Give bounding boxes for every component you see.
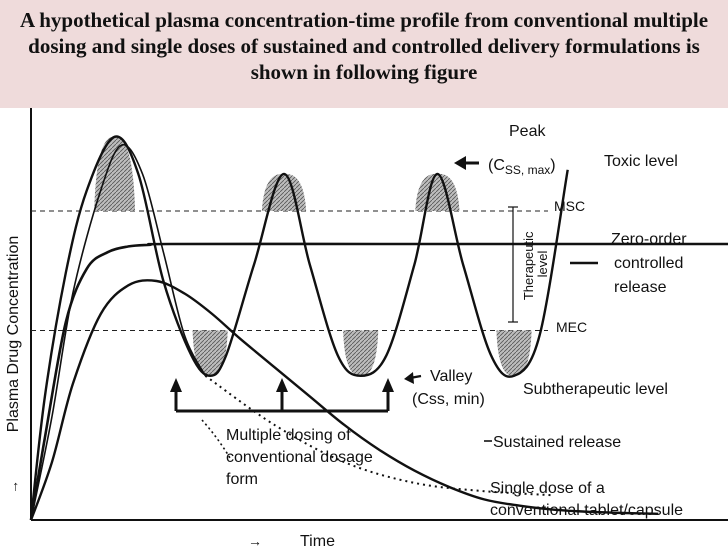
multiple-dosing-curve [29, 135, 569, 521]
valley-arrow [404, 372, 422, 384]
zero-order-label: Zero-order controlled release [611, 231, 691, 296]
mec-label: MEC [556, 319, 587, 335]
x-axis-arrow: → [248, 533, 262, 546]
toxic-level-label: Toxic level [604, 153, 678, 170]
slide-title: A hypothetical plasma concentration-time… [19, 8, 709, 84]
shaded-regions [94, 136, 532, 376]
single-dose-label: Single dose of a conventional tablet/cap… [490, 480, 683, 519]
sustained-release-label: Sustained release [493, 434, 621, 451]
single-dose-tail-dotted [204, 374, 554, 497]
css-min-label: (Css, min) [412, 391, 485, 408]
css-max-label: (CSS, max) [488, 157, 556, 177]
peak-arrow [454, 156, 479, 170]
subtherapeutic-shade-2 [343, 330, 379, 376]
therapeutic-level-label: Therapeutic level [521, 228, 550, 300]
valley-bracket [170, 378, 394, 413]
concentration-time-chart: Peak (CSS, max) Toxic level MSC MEC Ther… [5, 108, 728, 546]
y-axis-arrow: → [5, 480, 21, 494]
subtherapeutic-shade-1 [192, 330, 228, 376]
therapeutic-bracket [508, 206, 518, 323]
subtherapeutic-label: Subtherapeutic level [523, 381, 668, 398]
toxic-shade-2 [261, 173, 307, 211]
multiple-dosing-label: Multiple dosing of conventional dosage f… [226, 427, 377, 488]
msc-label: MSC [554, 198, 585, 214]
peak-label: Peak [509, 123, 546, 140]
single-dose-curve [30, 144, 207, 521]
y-axis-title: Plasma Drug Concentration [5, 236, 22, 433]
zero-order-curve [29, 242, 728, 521]
toxic-shade-1 [94, 136, 136, 211]
valley-label: Valley [430, 368, 472, 385]
sustained-release-curve [29, 279, 659, 521]
subtherapeutic-shade-3 [496, 330, 532, 376]
slide-header: A hypothetical plasma concentration-time… [0, 0, 728, 108]
toxic-shade-3 [415, 173, 460, 211]
x-axis-title: Time [300, 533, 335, 546]
